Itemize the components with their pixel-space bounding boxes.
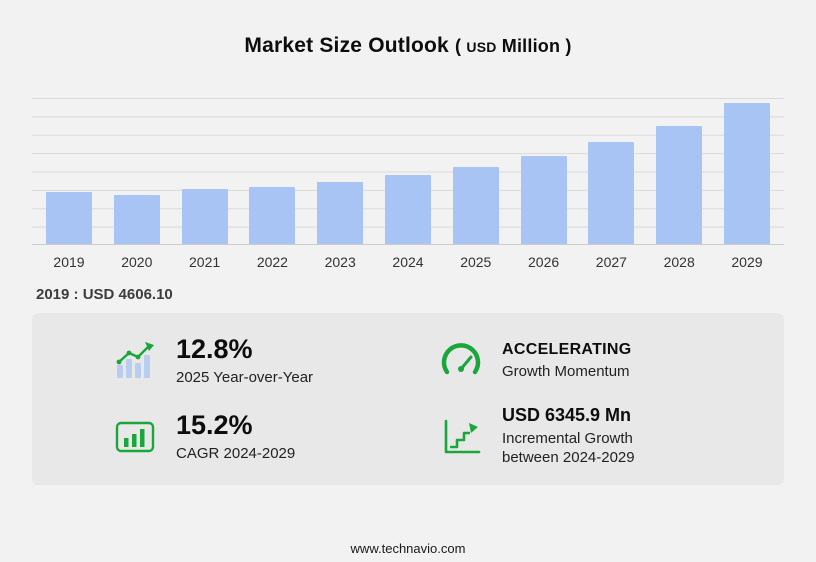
bar-chart-trend-icon — [112, 338, 158, 384]
base-year-annotation: 2019 : USD 4606.10 — [36, 286, 816, 303]
x-tick-2027: 2027 — [595, 254, 627, 270]
stat-text: USD 6345.9 Mn Incremental Growth between… — [502, 405, 687, 468]
x-tick-2020: 2020 — [121, 254, 153, 270]
chart-title: Market Size Outlook ( USD Million ) — [0, 34, 816, 58]
stats-panel: 12.8% 2025 Year-over-Year ACCELERATING G… — [32, 313, 784, 485]
stat-value-incremental: USD 6345.9 Mn — [502, 405, 632, 426]
stat-yoy-growth: 12.8% 2025 Year-over-Year — [112, 333, 438, 387]
x-tick-2026: 2026 — [528, 254, 560, 270]
base-year-value: 2019 : USD 4606.10 — [36, 286, 173, 303]
paren-close: ) — [565, 36, 572, 56]
unit-currency: USD — [466, 39, 497, 55]
stat-incremental-growth: USD 6345.9 Mn Incremental Growth between… — [438, 405, 764, 468]
x-tick-2028: 2028 — [663, 254, 695, 270]
stat-cagr: 15.2% CAGR 2024-2029 — [112, 409, 438, 463]
step-growth-icon — [438, 414, 484, 460]
market-size-infographic: Market Size Outlook ( USD Million ) 2019… — [0, 34, 816, 556]
bar-2020 — [113, 195, 160, 244]
bar-2029 — [723, 102, 770, 244]
bar-2023 — [317, 182, 364, 244]
stat-value-cagr: 15.2% — [176, 409, 253, 440]
stat-growth-momentum: ACCELERATING Growth Momentum — [438, 338, 764, 384]
x-tick-2023: 2023 — [324, 254, 356, 270]
bar-2019 — [46, 192, 92, 244]
x-tick-2029: 2029 — [731, 254, 763, 270]
chart-title-unit: ( USD Million ) — [455, 36, 572, 56]
paren-open: ( — [454, 36, 462, 56]
x-tick-2024: 2024 — [392, 254, 424, 270]
framed-bar-chart-icon — [112, 414, 158, 460]
chart-title-main: Market Size Outlook — [244, 34, 449, 57]
x-tick-2025: 2025 — [460, 254, 492, 270]
x-tick-2022: 2022 — [256, 254, 288, 270]
bar-2024 — [384, 175, 431, 244]
bar-2022 — [249, 187, 296, 244]
unit-magnitude: Million — [501, 36, 561, 56]
plot-area — [32, 98, 784, 245]
gauge-icon — [438, 338, 484, 384]
footer-url: www.technavio.com — [350, 541, 466, 556]
x-tick-2019: 2019 — [53, 254, 85, 270]
stat-label-yoy: 2025 Year-over-Year — [176, 368, 314, 386]
stat-value-yoy: 12.8% — [176, 333, 253, 364]
stat-label-momentum: Growth Momentum — [502, 362, 630, 380]
stat-text: 12.8% 2025 Year-over-Year — [176, 333, 314, 387]
stat-text: ACCELERATING Growth Momentum — [502, 341, 632, 381]
stat-value-momentum: ACCELERATING — [502, 340, 632, 358]
bar-2028 — [656, 125, 703, 244]
stat-text: 15.2% CAGR 2024-2029 — [176, 409, 296, 463]
bar-chart: 2019 2020 2021 2022 2023 2024 2025 2026 2027 2028… — [32, 98, 784, 270]
x-tick-2021: 2021 — [189, 254, 221, 270]
stat-label-cagr: CAGR 2024-2029 — [176, 444, 296, 462]
bar-2021 — [181, 189, 228, 244]
bar-2025 — [452, 166, 499, 244]
bar-2027 — [588, 142, 635, 244]
bar-2026 — [520, 156, 567, 244]
stat-label-incremental: Incremental Growth between 2024-2029 — [502, 429, 635, 467]
x-axis-labels: 2019 2020 2021 2022 2023 2024 2025 2026 2027 2028… — [32, 254, 784, 270]
